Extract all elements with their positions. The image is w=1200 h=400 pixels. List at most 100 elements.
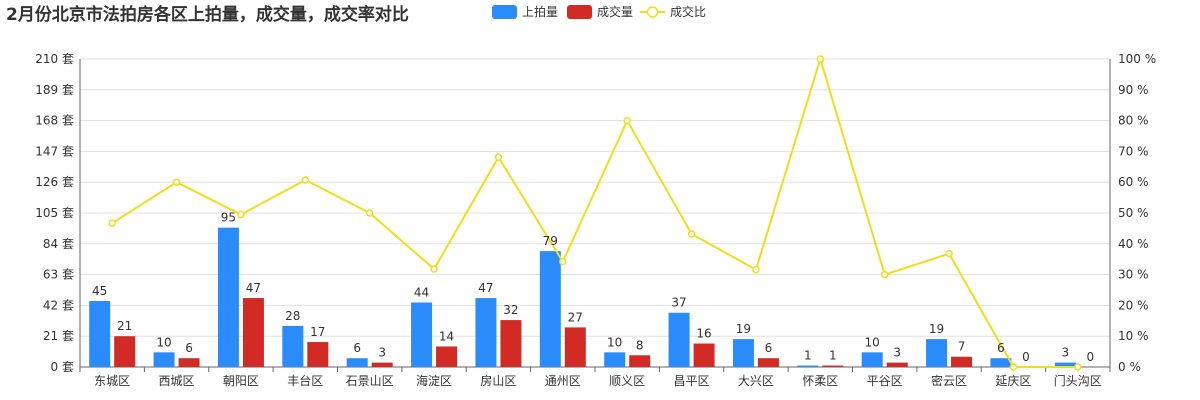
legend-swatch-marker <box>646 6 659 18</box>
x-tick-label: 朝阳区 <box>223 374 259 388</box>
bar-listed <box>990 358 1012 367</box>
ratio-point <box>494 153 503 162</box>
bar-data-label: 27 <box>568 310 583 324</box>
bar-data-label: 16 <box>696 327 711 341</box>
y-right-tick-label: 80 % <box>1118 114 1149 128</box>
y-right-tick-label: 60 % <box>1118 175 1149 189</box>
legend-label: 成交比 <box>670 4 706 19</box>
bar-data-label: 6 <box>765 341 773 355</box>
bar-listed <box>926 339 948 367</box>
bar-data-label: 32 <box>503 303 518 317</box>
bar-listed <box>346 358 368 367</box>
bar-data-label: 47 <box>246 281 261 295</box>
x-tick-label: 丰台区 <box>287 373 323 388</box>
bar-data-label: 95 <box>221 211 236 225</box>
bar-data-label: 6 <box>185 341 193 355</box>
bar-data-label: 0 <box>1022 350 1030 364</box>
y-axis-right: 0 % 10 % 20 % 30 % 40 % 50 % 60 % 70 % 80 % 90 % 1… <box>1109 52 1156 374</box>
bar-listed <box>1054 362 1076 367</box>
bar-sold <box>757 358 779 367</box>
y-left-tick-label: 210 套 <box>35 52 74 66</box>
ratio-point <box>687 230 696 238</box>
bar-data-label: 17 <box>310 325 325 339</box>
bar-data-label: 0 <box>1086 350 1094 364</box>
bar-data-label: 8 <box>636 338 644 352</box>
bar-sold <box>436 346 458 367</box>
bar-data-label: 28 <box>285 309 300 323</box>
bar-data-label: 7 <box>958 340 966 354</box>
bar-sold <box>242 298 264 367</box>
bar-data-label: 79 <box>543 234 558 248</box>
ratio-point <box>1074 363 1082 371</box>
bar-listed <box>411 302 433 367</box>
x-tick-label: 大兴区 <box>738 374 774 388</box>
y-right-tick-label: 100 % <box>1118 52 1156 66</box>
bar-data-label: 37 <box>671 296 686 310</box>
bar-data-label: 21 <box>117 319 132 333</box>
ratio-point <box>880 270 889 279</box>
bar-data-label: 14 <box>439 329 454 343</box>
bar-sold <box>886 362 908 367</box>
bar-sold <box>564 327 586 367</box>
bar-data-label: 3 <box>1061 346 1069 360</box>
x-tick-label: 怀柔区 <box>802 374 838 388</box>
bar-listed <box>668 312 690 367</box>
bar-listed <box>797 365 819 367</box>
ratio-point <box>1009 363 1018 371</box>
bar-listed <box>89 301 111 367</box>
y-left-tick-label: 63 套 <box>43 268 74 282</box>
y-right-tick-label: 90 % <box>1118 83 1149 97</box>
bar-data-label: 45 <box>92 284 107 298</box>
y-right-tick-label: 20 % <box>1118 298 1149 312</box>
y-left-tick-label: 105 套 <box>35 206 74 220</box>
y-right-tick-label: 30 % <box>1118 268 1149 282</box>
ratio-point <box>237 210 245 219</box>
bar-data-label: 47 <box>478 281 493 295</box>
y-left-tick-label: 84 套 <box>43 237 74 251</box>
y-right-tick-label: 50 % <box>1118 206 1149 220</box>
x-tick-label: 平谷区 <box>867 374 903 388</box>
bar-data-label: 10 <box>607 335 622 349</box>
x-tick-label: 密云区 <box>931 373 967 388</box>
bar-data-label: 6 <box>997 341 1005 355</box>
bar-data-label: 3 <box>378 346 386 360</box>
bar-sold <box>178 358 200 367</box>
ratio-point <box>816 55 825 63</box>
ratio-point <box>559 257 567 266</box>
x-tick-label: 延庆区 <box>995 374 1031 388</box>
bar-listed <box>732 339 754 367</box>
y-axis-left: 0 套 21 套 42 套 63 套 84 套 105 套 126 套 147 套 168 套 1… <box>35 52 81 374</box>
bar-sold <box>500 320 522 367</box>
x-tick-label: 东城区 <box>94 374 130 388</box>
bar-data-label: 19 <box>929 322 944 336</box>
y-right-tick-label: 0 % <box>1118 360 1141 374</box>
y-left-tick-label: 168 套 <box>35 114 74 128</box>
legend-label: 成交量 <box>597 4 633 19</box>
bar-sold <box>693 343 715 367</box>
bar-data-label: 1 <box>829 349 837 363</box>
y-right-tick-label: 10 % <box>1118 329 1149 343</box>
bar-sold <box>629 355 651 367</box>
x-axis: 东城区 西城区 朝阳区 丰台区 石景山区 海淀区 房山区 通州区 顺义区 昌平区 大兴区 怀柔区 平谷区… <box>79 366 1111 388</box>
bar-listed <box>475 298 497 367</box>
bar-data-label: 1 <box>804 349 812 363</box>
bar-data-label: 6 <box>353 341 361 355</box>
bar-sold <box>822 365 844 367</box>
legend-label: 上拍量 <box>522 4 558 19</box>
bar-data-label: 10 <box>865 335 880 349</box>
y-left-tick-label: 147 套 <box>35 144 74 158</box>
legend: 上拍量 成交量 成交比 <box>492 4 706 19</box>
x-tick-label: 海淀区 <box>416 373 452 388</box>
bar-data-label: 3 <box>893 346 901 360</box>
legend-swatch <box>492 5 517 19</box>
bar-series <box>89 227 1076 367</box>
bar-sold <box>371 362 393 367</box>
y-left-tick-label: 126 套 <box>35 175 74 189</box>
x-tick-label: 门头沟区 <box>1054 373 1102 388</box>
bar-listed <box>539 251 561 367</box>
x-tick-label: 昌平区 <box>674 374 710 388</box>
y-left-tick-label: 42 套 <box>43 298 74 312</box>
bar-sold <box>951 356 973 367</box>
